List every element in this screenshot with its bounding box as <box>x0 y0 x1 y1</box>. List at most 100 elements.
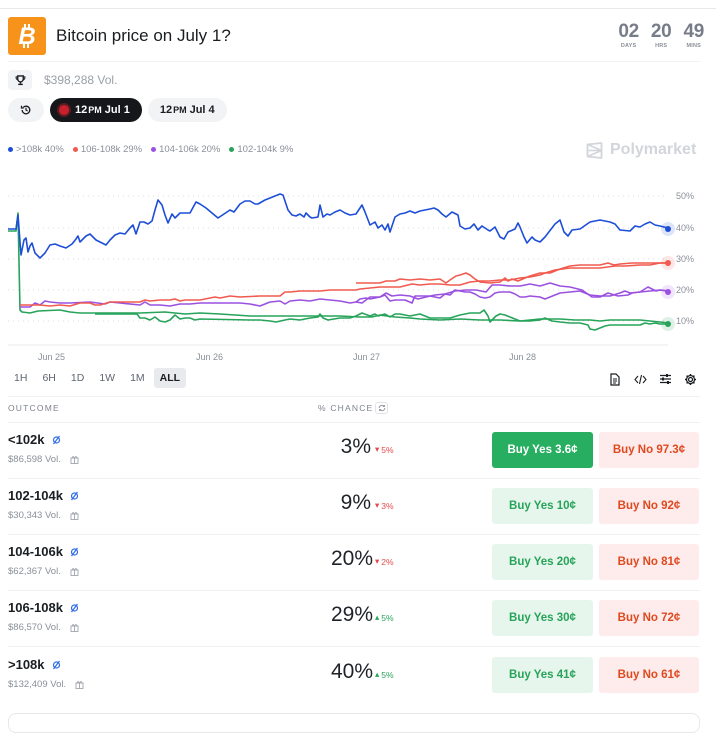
x-axis-labels: Jun 25 Jun 26 Jun 27 Jun 28 <box>38 352 536 360</box>
embed-code-icon[interactable] <box>633 372 647 386</box>
other-ampm: PM <box>173 105 187 115</box>
buy-yes-button[interactable]: Buy Yes 20¢ <box>492 544 593 580</box>
range-1h[interactable]: 1H <box>14 372 28 384</box>
outcome-chance: 20% <box>331 547 374 570</box>
history-icon <box>20 105 31 115</box>
y-tick: 30% <box>676 254 694 264</box>
buy-no-button[interactable]: Buy No 97.3¢ <box>599 432 699 468</box>
blue-dot-icon <box>8 147 13 152</box>
countdown-timer: 02 DAYS 20 HRS 49 MINS <box>618 21 704 49</box>
document-icon[interactable] <box>608 372 622 386</box>
series-over-108k <box>8 193 669 259</box>
refresh-icon <box>378 404 385 412</box>
range-all[interactable]: ALL <box>153 368 187 388</box>
change-value: 2% <box>381 556 394 567</box>
volume-text: $30,343 Vol. <box>8 510 61 521</box>
top-border <box>0 8 716 9</box>
countdown-minutes: 49 MINS <box>683 21 704 49</box>
outcome-row[interactable]: >108k $132,409 Vol. 40% ▴ 5% Buy Yes 41¢ … <box>8 647 700 703</box>
date-pill-jul-1[interactable]: 12 PM Jul 1 <box>50 98 142 122</box>
divider <box>8 534 700 535</box>
outcome-name: 106-108k <box>8 600 79 615</box>
range-1m[interactable]: 1M <box>130 372 145 384</box>
buy-yes-button[interactable]: Buy Yes 41¢ <box>492 657 593 693</box>
uma-resolution-icon[interactable] <box>52 435 61 445</box>
buy-no-button[interactable]: Buy No 81¢ <box>599 544 699 580</box>
buy-no-button[interactable]: Buy No 92¢ <box>599 488 699 524</box>
bitcoin-icon: B <box>8 17 46 55</box>
range-1w[interactable]: 1W <box>99 372 116 384</box>
x-tick: Jun 27 <box>353 352 380 360</box>
buy-no-button[interactable]: Buy No 61¢ <box>599 657 699 693</box>
change-value: 5% <box>381 669 394 680</box>
buy-yes-button[interactable]: Buy Yes 10¢ <box>492 488 593 524</box>
legend-item: 106-108k 29% <box>72 144 142 155</box>
uma-resolution-icon[interactable] <box>52 660 61 670</box>
chance-change: ▾ 5% <box>375 444 394 455</box>
y-tick: 10% <box>676 316 694 326</box>
legend-label: 104-106k 20% <box>159 144 221 155</box>
date-pill-jul-4[interactable]: 12 PM Jul 4 <box>147 98 227 122</box>
range-1d[interactable]: 1D <box>70 372 85 384</box>
series-102-104k <box>8 212 669 324</box>
volume-text: $86,570 Vol. <box>8 622 61 633</box>
buy-yes-button[interactable]: Buy Yes 30¢ <box>492 600 593 636</box>
uma-resolution-icon[interactable] <box>70 603 79 613</box>
polymarket-watermark: Polymarket <box>586 141 696 159</box>
legend-label: >108k 40% <box>16 144 64 155</box>
divider <box>8 646 700 647</box>
market-title: Bitcoin price on July 1? <box>56 26 231 45</box>
outcome-volume: $86,598 Vol. <box>8 454 79 465</box>
gift-icon[interactable] <box>70 511 79 520</box>
series-104-106k <box>20 289 669 308</box>
outcome-row[interactable]: 106-108k $86,570 Vol. 29% ▴ 5% Buy Yes 30… <box>8 590 700 646</box>
outcome-name: 102-104k <box>8 488 79 503</box>
chance-change: ▴ 5% <box>375 612 394 623</box>
volume-row: $398,288 Vol. <box>8 69 117 91</box>
hours-value: 20 <box>650 21 672 42</box>
history-button[interactable] <box>8 98 44 122</box>
outcome-row[interactable]: <102k $86,598 Vol. 3% ▾ 5% Buy Yes 3.6¢ B… <box>8 422 700 478</box>
down-triangle-icon: ▾ <box>375 500 380 510</box>
y-tick: 40% <box>676 223 694 233</box>
divider <box>8 422 700 423</box>
active-hour: 12 <box>75 104 88 116</box>
outcome-chance: 40% <box>331 660 374 683</box>
change-value: 5% <box>381 444 394 455</box>
gift-icon[interactable] <box>70 623 79 632</box>
buy-yes-button[interactable]: Buy Yes 3.6¢ <box>492 432 593 468</box>
minutes-value: 49 <box>683 21 704 42</box>
active-ampm: PM <box>88 105 102 115</box>
outcome-row[interactable]: 104-106k $62,367 Vol. 20% ▾ 2% Buy Yes 20… <box>8 534 700 590</box>
outcome-volume: $86,570 Vol. <box>8 622 79 633</box>
refresh-button[interactable] <box>375 402 388 414</box>
divider <box>8 590 700 591</box>
outcome-row[interactable]: 102-104k $30,343 Vol. 9% ▾ 3% Buy Yes 10¢… <box>8 478 700 534</box>
total-volume: $398,288 Vol. <box>44 73 118 87</box>
outcome-chance: 3% <box>340 435 371 458</box>
settings-gear-icon[interactable] <box>683 372 697 386</box>
gift-icon[interactable] <box>70 455 79 464</box>
live-dot-icon <box>59 105 69 115</box>
price-chart[interactable]: 50% 40% 30% 20% 10% Jun 25 Jun 26 Jun 27… <box>0 180 716 360</box>
up-triangle-icon: ▴ <box>375 669 380 679</box>
gift-icon[interactable] <box>70 567 79 576</box>
green-dot-icon <box>229 147 235 152</box>
chance-change: ▾ 2% <box>375 556 394 567</box>
volume-text: $62,367 Vol. <box>8 566 61 577</box>
uma-resolution-icon[interactable] <box>70 547 79 557</box>
outcome-chance: 9% <box>340 491 371 514</box>
legend-item: >108k 40% <box>8 144 64 155</box>
uma-resolution-icon[interactable] <box>70 491 79 501</box>
series-106-108k-detail <box>356 262 668 284</box>
up-triangle-icon: ▴ <box>375 612 380 622</box>
trophy-icon[interactable] <box>8 70 32 90</box>
red-dot-icon <box>72 147 78 152</box>
outcome-label: <102k <box>8 432 45 447</box>
sliders-icon[interactable] <box>658 372 672 386</box>
time-range-selector: 1H 6H 1D 1W 1M ALL <box>8 368 187 388</box>
x-tick: Jun 26 <box>196 352 223 360</box>
gift-icon[interactable] <box>75 680 84 689</box>
buy-no-button[interactable]: Buy No 72¢ <box>599 600 699 636</box>
range-6h[interactable]: 6H <box>42 372 56 384</box>
